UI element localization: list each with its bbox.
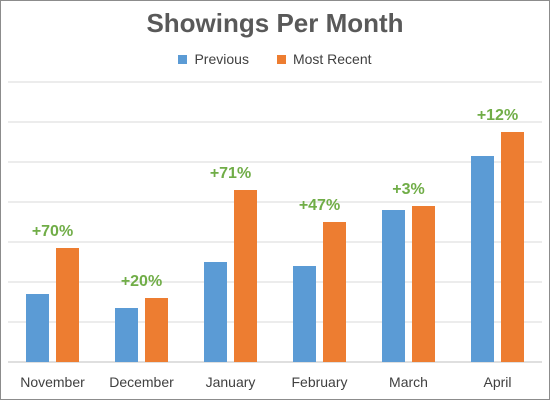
x-tick-label-march: March <box>389 374 428 390</box>
x-tick-label-january: January <box>206 374 256 390</box>
bar-most-recent-november <box>56 248 79 362</box>
data-label-april: +12% <box>477 107 518 124</box>
legend-item-previous: Previous <box>178 51 249 67</box>
bar-most-recent-january <box>234 190 257 362</box>
legend: Previous Most Recent <box>0 51 550 67</box>
bar-most-recent-february <box>323 222 346 362</box>
legend-label-previous: Previous <box>194 51 249 67</box>
bar-most-recent-december <box>145 298 168 362</box>
data-label-december: +20% <box>121 273 162 290</box>
bar-previous-february <box>293 266 316 362</box>
bar-most-recent-april <box>501 132 524 362</box>
bar-previous-december <box>115 308 138 362</box>
data-label-march: +3% <box>392 181 424 198</box>
chart-title: Showings Per Month <box>146 8 404 38</box>
x-tick-label-april: April <box>483 374 511 390</box>
bar-previous-march <box>382 210 405 362</box>
data-label-november: +70% <box>32 223 73 240</box>
x-tick-label-november: November <box>20 374 85 390</box>
bar-previous-november <box>26 294 49 362</box>
legend-item-most-recent: Most Recent <box>276 51 372 67</box>
data-label-january: +71% <box>210 165 251 182</box>
bar-previous-january <box>204 262 227 362</box>
legend-swatch-most-recent <box>276 54 286 64</box>
x-tick-label-february: February <box>291 374 347 390</box>
bar-previous-april <box>471 156 494 362</box>
legend-label-most-recent: Most Recent <box>292 51 372 67</box>
data-label-february: +47% <box>299 197 340 214</box>
legend-swatch-previous <box>178 54 188 64</box>
x-tick-label-december: December <box>109 374 174 390</box>
bar-most-recent-march <box>412 206 435 362</box>
